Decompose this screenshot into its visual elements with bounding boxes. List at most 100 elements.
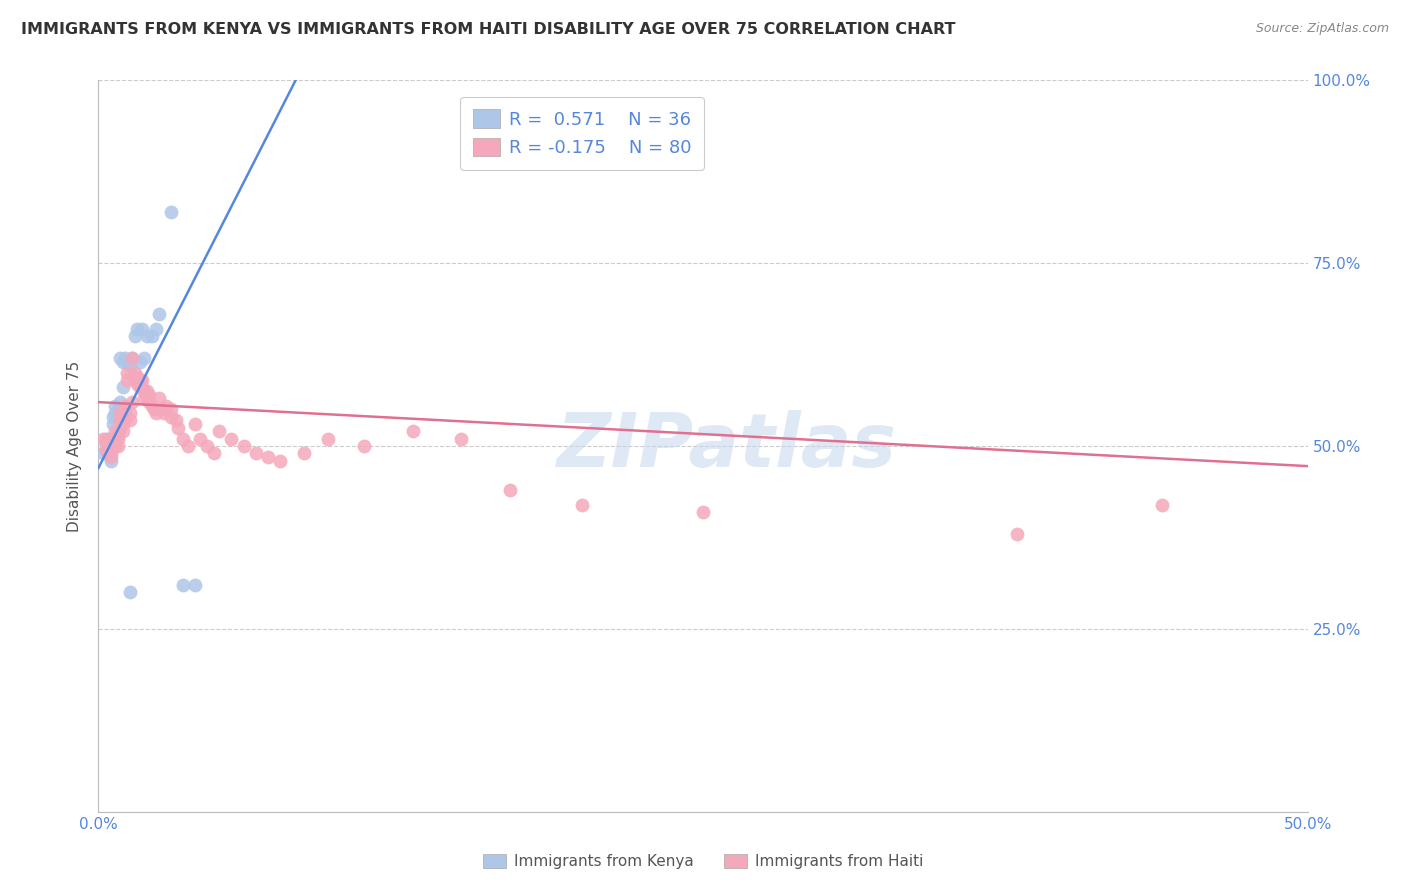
Point: [160, 205, 183, 219]
Point: [148, 392, 170, 406]
Point: [91, 446, 114, 460]
Point: [141, 329, 163, 343]
Point: [108, 406, 131, 420]
Point: [150, 402, 173, 417]
Point: [101, 439, 124, 453]
Point: [107, 428, 129, 442]
Point: [1152, 498, 1174, 512]
Point: [134, 384, 156, 399]
Point: [145, 406, 167, 420]
Point: [101, 417, 124, 431]
Point: [117, 355, 139, 369]
Point: [141, 399, 163, 413]
Point: [117, 373, 139, 387]
Point: [256, 450, 278, 464]
Point: [114, 413, 136, 427]
Point: [316, 432, 339, 446]
Point: [269, 453, 291, 467]
Point: [138, 388, 160, 402]
Point: [131, 380, 153, 394]
Point: [111, 380, 134, 394]
Point: [135, 329, 157, 343]
Point: [114, 399, 136, 413]
Point: [127, 376, 149, 391]
Legend: Immigrants from Kenya, Immigrants from Haiti: Immigrants from Kenya, Immigrants from H…: [477, 848, 929, 875]
Point: [97, 432, 120, 446]
Point: [124, 373, 146, 387]
Point: [100, 450, 122, 464]
Point: [94, 435, 117, 450]
Point: [128, 373, 150, 387]
Point: [97, 446, 120, 460]
Point: [172, 432, 194, 446]
Point: [188, 432, 211, 446]
Point: [101, 409, 124, 424]
Point: [107, 402, 129, 417]
Point: [107, 439, 129, 453]
Point: [184, 578, 207, 592]
Point: [94, 442, 117, 457]
Point: [232, 439, 254, 453]
Point: [100, 446, 122, 460]
Point: [402, 425, 425, 439]
Point: [131, 373, 153, 387]
Point: [127, 369, 149, 384]
Point: [204, 446, 226, 460]
Point: [100, 435, 122, 450]
Point: [108, 351, 131, 366]
Point: [104, 399, 127, 413]
Point: [121, 351, 143, 366]
Point: [100, 453, 122, 467]
Point: [208, 425, 231, 439]
Point: [118, 585, 141, 599]
Point: [108, 413, 131, 427]
Point: [167, 421, 190, 435]
Text: ZIPatlas: ZIPatlas: [557, 409, 897, 483]
Point: [104, 439, 127, 453]
Point: [692, 505, 714, 519]
Point: [184, 417, 207, 431]
Point: [111, 425, 134, 439]
Point: [131, 322, 153, 336]
Point: [121, 351, 143, 366]
Point: [124, 366, 146, 380]
Point: [121, 395, 143, 409]
Point: [135, 392, 157, 406]
Point: [101, 432, 124, 446]
Point: [155, 399, 177, 413]
Point: [143, 402, 166, 417]
Point: [111, 409, 134, 424]
Point: [111, 417, 134, 431]
Text: IMMIGRANTS FROM KENYA VS IMMIGRANTS FROM HAITI DISABILITY AGE OVER 75 CORRELATIO: IMMIGRANTS FROM KENYA VS IMMIGRANTS FROM…: [21, 22, 956, 37]
Legend: R =  0.571    N = 36, R = -0.175    N = 80: R = 0.571 N = 36, R = -0.175 N = 80: [460, 96, 704, 169]
Point: [107, 409, 129, 424]
Point: [172, 578, 194, 592]
Point: [104, 432, 127, 446]
Point: [160, 409, 183, 424]
Point: [145, 322, 167, 336]
Point: [97, 442, 120, 457]
Point: [128, 380, 150, 394]
Point: [195, 439, 218, 453]
Y-axis label: Disability Age Over 75: Disability Age Over 75: [67, 360, 83, 532]
Text: Source: ZipAtlas.com: Source: ZipAtlas.com: [1256, 22, 1389, 36]
Point: [104, 406, 127, 420]
Point: [128, 355, 150, 369]
Point: [127, 322, 149, 336]
Point: [134, 392, 156, 406]
Point: [177, 439, 200, 453]
Point: [97, 442, 120, 457]
Point: [245, 446, 267, 460]
Point: [100, 442, 122, 457]
Point: [498, 483, 520, 497]
Point: [91, 432, 114, 446]
Point: [124, 329, 146, 343]
Point: [97, 439, 120, 453]
Point: [108, 395, 131, 409]
Point: [114, 351, 136, 366]
Point: [138, 395, 160, 409]
Point: [450, 432, 472, 446]
Point: [104, 425, 127, 439]
Point: [152, 406, 174, 420]
Point: [118, 406, 141, 420]
